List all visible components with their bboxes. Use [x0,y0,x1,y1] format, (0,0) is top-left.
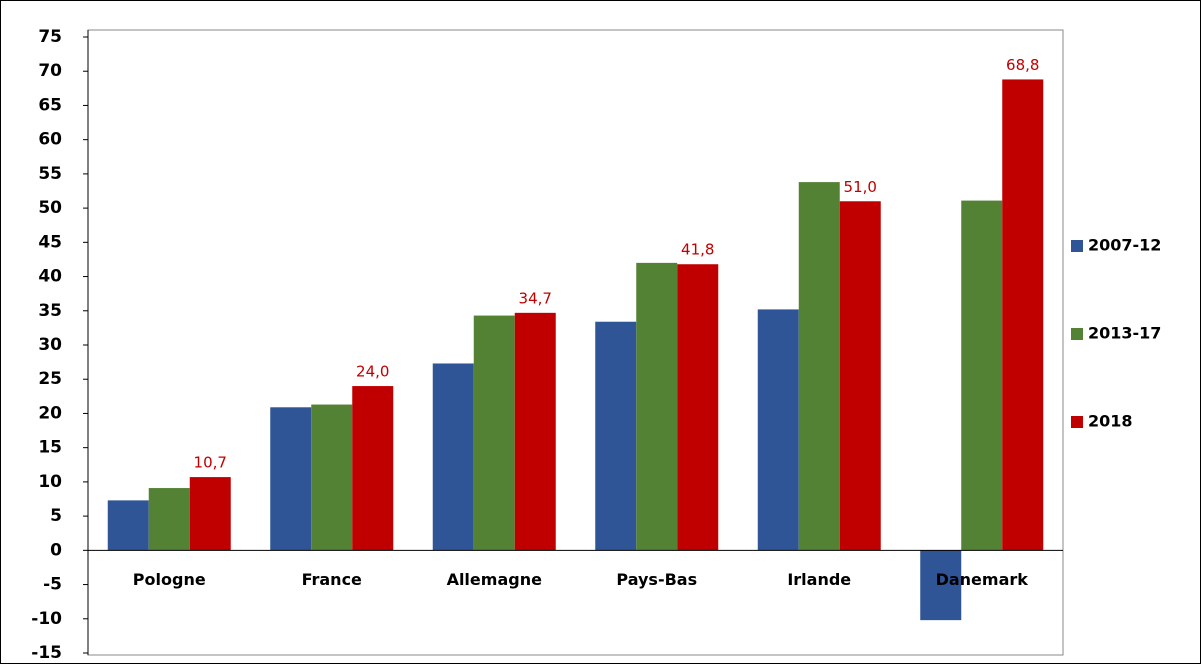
x-tick-label: Danemark [936,570,1029,589]
y-tick-label: 25 [38,369,62,389]
bar [473,315,515,551]
legend-label: 2013-17 [1088,324,1161,343]
y-tick-label: -5 [43,575,62,595]
bar [189,477,231,551]
value-label: 41,8 [681,241,714,259]
bar [514,312,556,551]
bar [757,309,799,551]
y-tick-label: -10 [31,609,62,629]
y-tick-label: 10 [38,472,62,492]
y-tick-label: 65 [38,95,62,115]
y-tick-label: 45 [38,232,62,252]
bar [311,404,353,551]
y-tick-label: 30 [38,335,62,355]
legend-swatch [1071,240,1083,252]
y-tick-label: 40 [38,267,62,287]
bar [677,264,719,551]
bar [107,500,149,551]
bar [595,321,637,551]
y-tick-label: 70 [38,61,62,81]
bar [839,201,881,551]
value-label: 68,8 [1006,56,1039,74]
bar [270,407,312,551]
value-label: 34,7 [519,289,552,307]
legend-label: 2018 [1088,412,1133,431]
bar [352,386,394,551]
y-tick-label: -15 [31,643,62,663]
x-tick-label: France [302,570,362,589]
y-tick-label: 35 [38,301,62,321]
y-tick-label: 0 [50,540,62,560]
y-tick-label: 5 [50,506,62,526]
y-tick-label: 55 [38,164,62,184]
y-tick-label: 60 [38,130,62,150]
value-label: 24,0 [356,363,389,381]
value-label: 51,0 [844,178,877,196]
y-tick-label: 75 [38,27,62,47]
legend-swatch [1071,416,1083,428]
x-tick-label: Pologne [133,570,206,589]
x-tick-label: Irlande [787,570,851,589]
bar [920,550,962,621]
y-tick-label: 15 [38,438,62,458]
bar [432,363,474,551]
y-tick-label: 20 [38,403,62,423]
x-tick-label: Allemagne [447,570,543,589]
bar [1002,79,1044,551]
bar [798,182,840,551]
legend-label: 2007-12 [1088,236,1161,255]
x-tick-label: Pays-Bas [616,570,697,589]
bar [961,200,1003,551]
value-label: 10,7 [194,454,227,472]
y-tick-label: 50 [38,198,62,218]
bar [148,488,190,551]
bar [636,262,678,551]
legend-swatch [1071,328,1083,340]
